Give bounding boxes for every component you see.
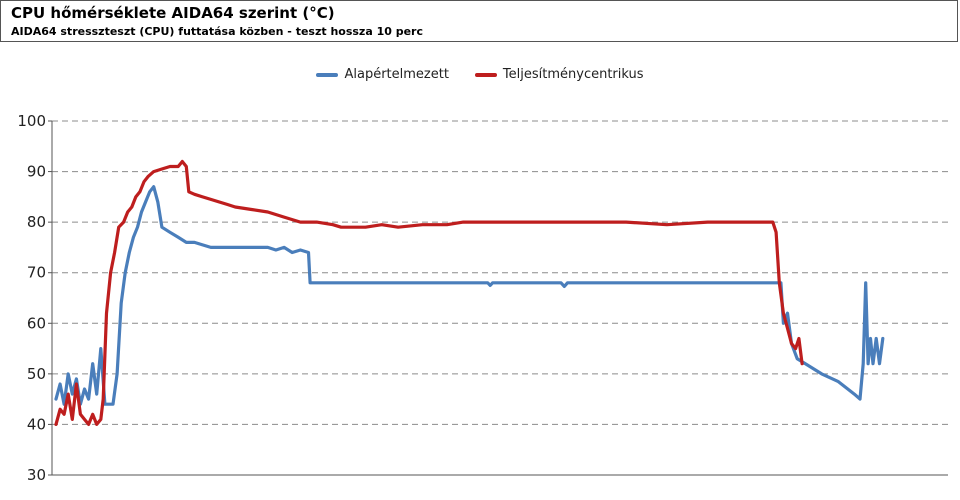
- chart-title: CPU hőmérséklete AIDA64 szerint (°C): [11, 4, 335, 22]
- y-tick-label-100: 100: [17, 112, 46, 130]
- y-tick-label-80: 80: [27, 213, 46, 231]
- y-tick-label-30: 30: [27, 466, 46, 484]
- legend: Alapértelmezett Teljesítménycentrikus: [0, 67, 960, 82]
- y-tick-label-70: 70: [27, 264, 46, 282]
- legend-swatch-series1: [316, 72, 339, 77]
- series-line-1: [54, 185, 885, 406]
- y-tick-label-60: 60: [27, 314, 46, 332]
- chart-header: CPU hőmérséklete AIDA64 szerint (°C) AID…: [0, 0, 958, 42]
- y-tick-label-50: 50: [27, 365, 46, 383]
- legend-swatch-series2: [474, 72, 497, 77]
- y-tick-label-40: 40: [27, 415, 46, 433]
- legend-item-alapertelmezett: Alapértelmezett: [316, 67, 449, 82]
- legend-label-series2: Teljesítménycentrikus: [502, 67, 644, 82]
- legend-label-series1: Alapértelmezett: [344, 67, 449, 82]
- series-line-2: [54, 159, 804, 426]
- legend-item-teljesitmenycentrikus: Teljesítménycentrikus: [474, 67, 644, 82]
- chart-subtitle: AIDA64 stresszteszt (CPU) futtatása közb…: [11, 25, 424, 38]
- y-tick-label-90: 90: [27, 163, 46, 181]
